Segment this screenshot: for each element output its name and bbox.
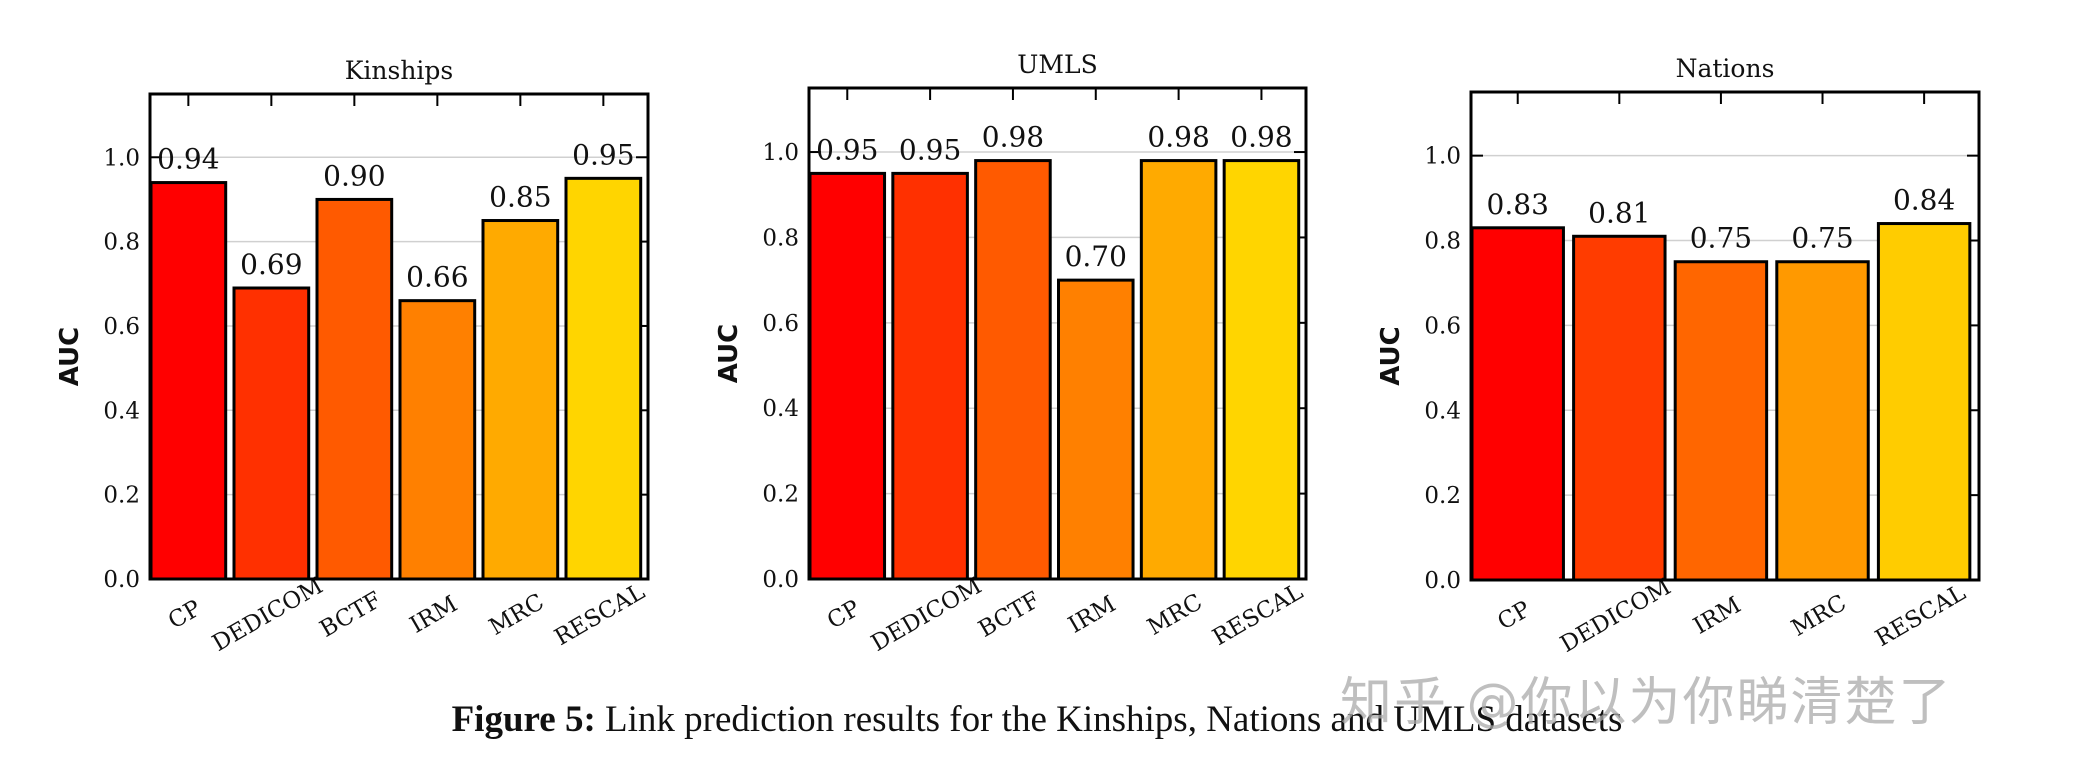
y-tick-label: 0.2	[1424, 483, 1461, 509]
bar-bctf	[315, 197, 394, 581]
y-tick-label: 0.4	[1424, 398, 1461, 424]
y-tick-label: 0.6	[762, 311, 799, 337]
x-tick-label: DEDICOM	[867, 573, 986, 657]
plot-frame	[1469, 90, 1981, 582]
y-axis-label: AUC	[1376, 326, 1406, 386]
bar-rescal	[564, 176, 643, 581]
x-tick-label: DEDICOM	[1556, 574, 1675, 658]
x-tick-label: IRM	[406, 591, 462, 638]
x-tick-label: RESCAL	[550, 579, 649, 651]
bar-rescal	[1876, 222, 1972, 582]
bar-cp	[149, 181, 228, 581]
y-tick-label: 0.6	[1424, 313, 1461, 339]
figure-caption: Figure 5: Link prediction results for th…	[0, 698, 2074, 741]
chart-nations: 0.0 0.2 0.4 0.6 0.8 1.0 0.83 CP 0.81 DEDICOM 0.75 I…	[1376, 54, 1981, 658]
y-tick-label: 0.6	[103, 314, 140, 340]
value-label: 0.69	[240, 248, 302, 281]
bar-irm	[398, 299, 477, 581]
value-label: 0.81	[1588, 196, 1650, 229]
value-label: 0.95	[899, 133, 961, 166]
y-tick-label: 0.0	[1424, 568, 1461, 594]
x-tick-label: MRC	[1787, 590, 1851, 642]
y-tick-label: 0.0	[762, 567, 799, 593]
value-label: 0.95	[572, 138, 634, 171]
bar-mrc	[1139, 159, 1218, 581]
x-tick-label: CP	[164, 595, 206, 634]
bar-mrc	[481, 219, 560, 581]
bar-bctf	[974, 159, 1052, 581]
y-tick-label: 1.0	[762, 140, 799, 166]
x-tick-label: RESCAL	[1871, 580, 1970, 652]
bar-mrc	[1775, 260, 1870, 582]
x-tick-label: DEDICOM	[208, 573, 327, 657]
value-label: 0.95	[816, 133, 878, 166]
y-tick-label: 1.0	[103, 145, 140, 171]
value-label: 0.70	[1065, 240, 1127, 273]
bar-cp	[808, 171, 887, 581]
bar-dedicom	[891, 171, 969, 581]
y-tick-label: 0.0	[103, 567, 140, 593]
x-tick-label: RESCAL	[1208, 579, 1307, 651]
chart-title: Kinships	[345, 56, 454, 85]
value-label: 0.98	[1147, 121, 1209, 154]
y-tick-label: 0.2	[762, 482, 799, 508]
value-label: 0.84	[1893, 184, 1955, 217]
y-axis-label: AUC	[55, 327, 85, 387]
x-tick-label: IRM	[1689, 592, 1745, 639]
value-label: 0.75	[1791, 222, 1853, 255]
chart-kinships: 0.00.20.40.60.81.0 0.94CP0.69DEDICOM0.90B…	[55, 56, 650, 657]
caption-text: Link prediction results for the Kinships…	[595, 699, 1623, 740]
caption-label: Figure 5:	[451, 699, 596, 740]
value-label: 0.83	[1487, 188, 1549, 221]
value-label: 0.85	[489, 181, 551, 214]
y-tick-label: 0.8	[1424, 229, 1461, 255]
value-label: 0.98	[982, 121, 1044, 154]
y-tick-label: 0.8	[103, 230, 140, 256]
y-tick-label: 1.0	[1424, 144, 1461, 170]
bar-rescal	[1222, 159, 1301, 581]
bar-dedicom	[232, 286, 311, 581]
bar-cp	[1470, 226, 1565, 582]
chart-umls: 0.00.20.40.60.81.0 0.95CP0.95DEDICOM0.98B…	[714, 50, 1308, 657]
y-tick-label: 0.2	[103, 483, 140, 509]
y-axis-label: AUC	[714, 324, 744, 384]
value-label: 0.94	[157, 143, 219, 176]
bar-irm	[1673, 260, 1769, 582]
bar-dedicom	[1572, 234, 1667, 582]
plot-frame	[148, 92, 650, 581]
y-tick-label: 0.4	[103, 398, 140, 424]
x-tick-label: MRC	[1143, 589, 1207, 641]
value-label: 0.98	[1230, 121, 1292, 154]
chart-title: Nations	[1676, 54, 1775, 83]
value-label: 0.75	[1690, 222, 1752, 255]
value-label: 0.66	[406, 261, 468, 294]
watermark: 知乎 @你以为你睇清楚了	[1340, 673, 1953, 733]
plot-frame	[807, 86, 1308, 581]
chart-title: UMLS	[1017, 50, 1097, 79]
x-tick-label: CP	[823, 595, 865, 634]
x-tick-label: IRM	[1064, 591, 1120, 638]
x-tick-label: CP	[1493, 596, 1535, 635]
value-label: 0.90	[323, 159, 385, 192]
x-tick-label: MRC	[485, 589, 549, 641]
y-tick-label: 0.8	[762, 225, 799, 251]
bar-irm	[1057, 278, 1135, 581]
y-tick-label: 0.4	[762, 396, 799, 422]
